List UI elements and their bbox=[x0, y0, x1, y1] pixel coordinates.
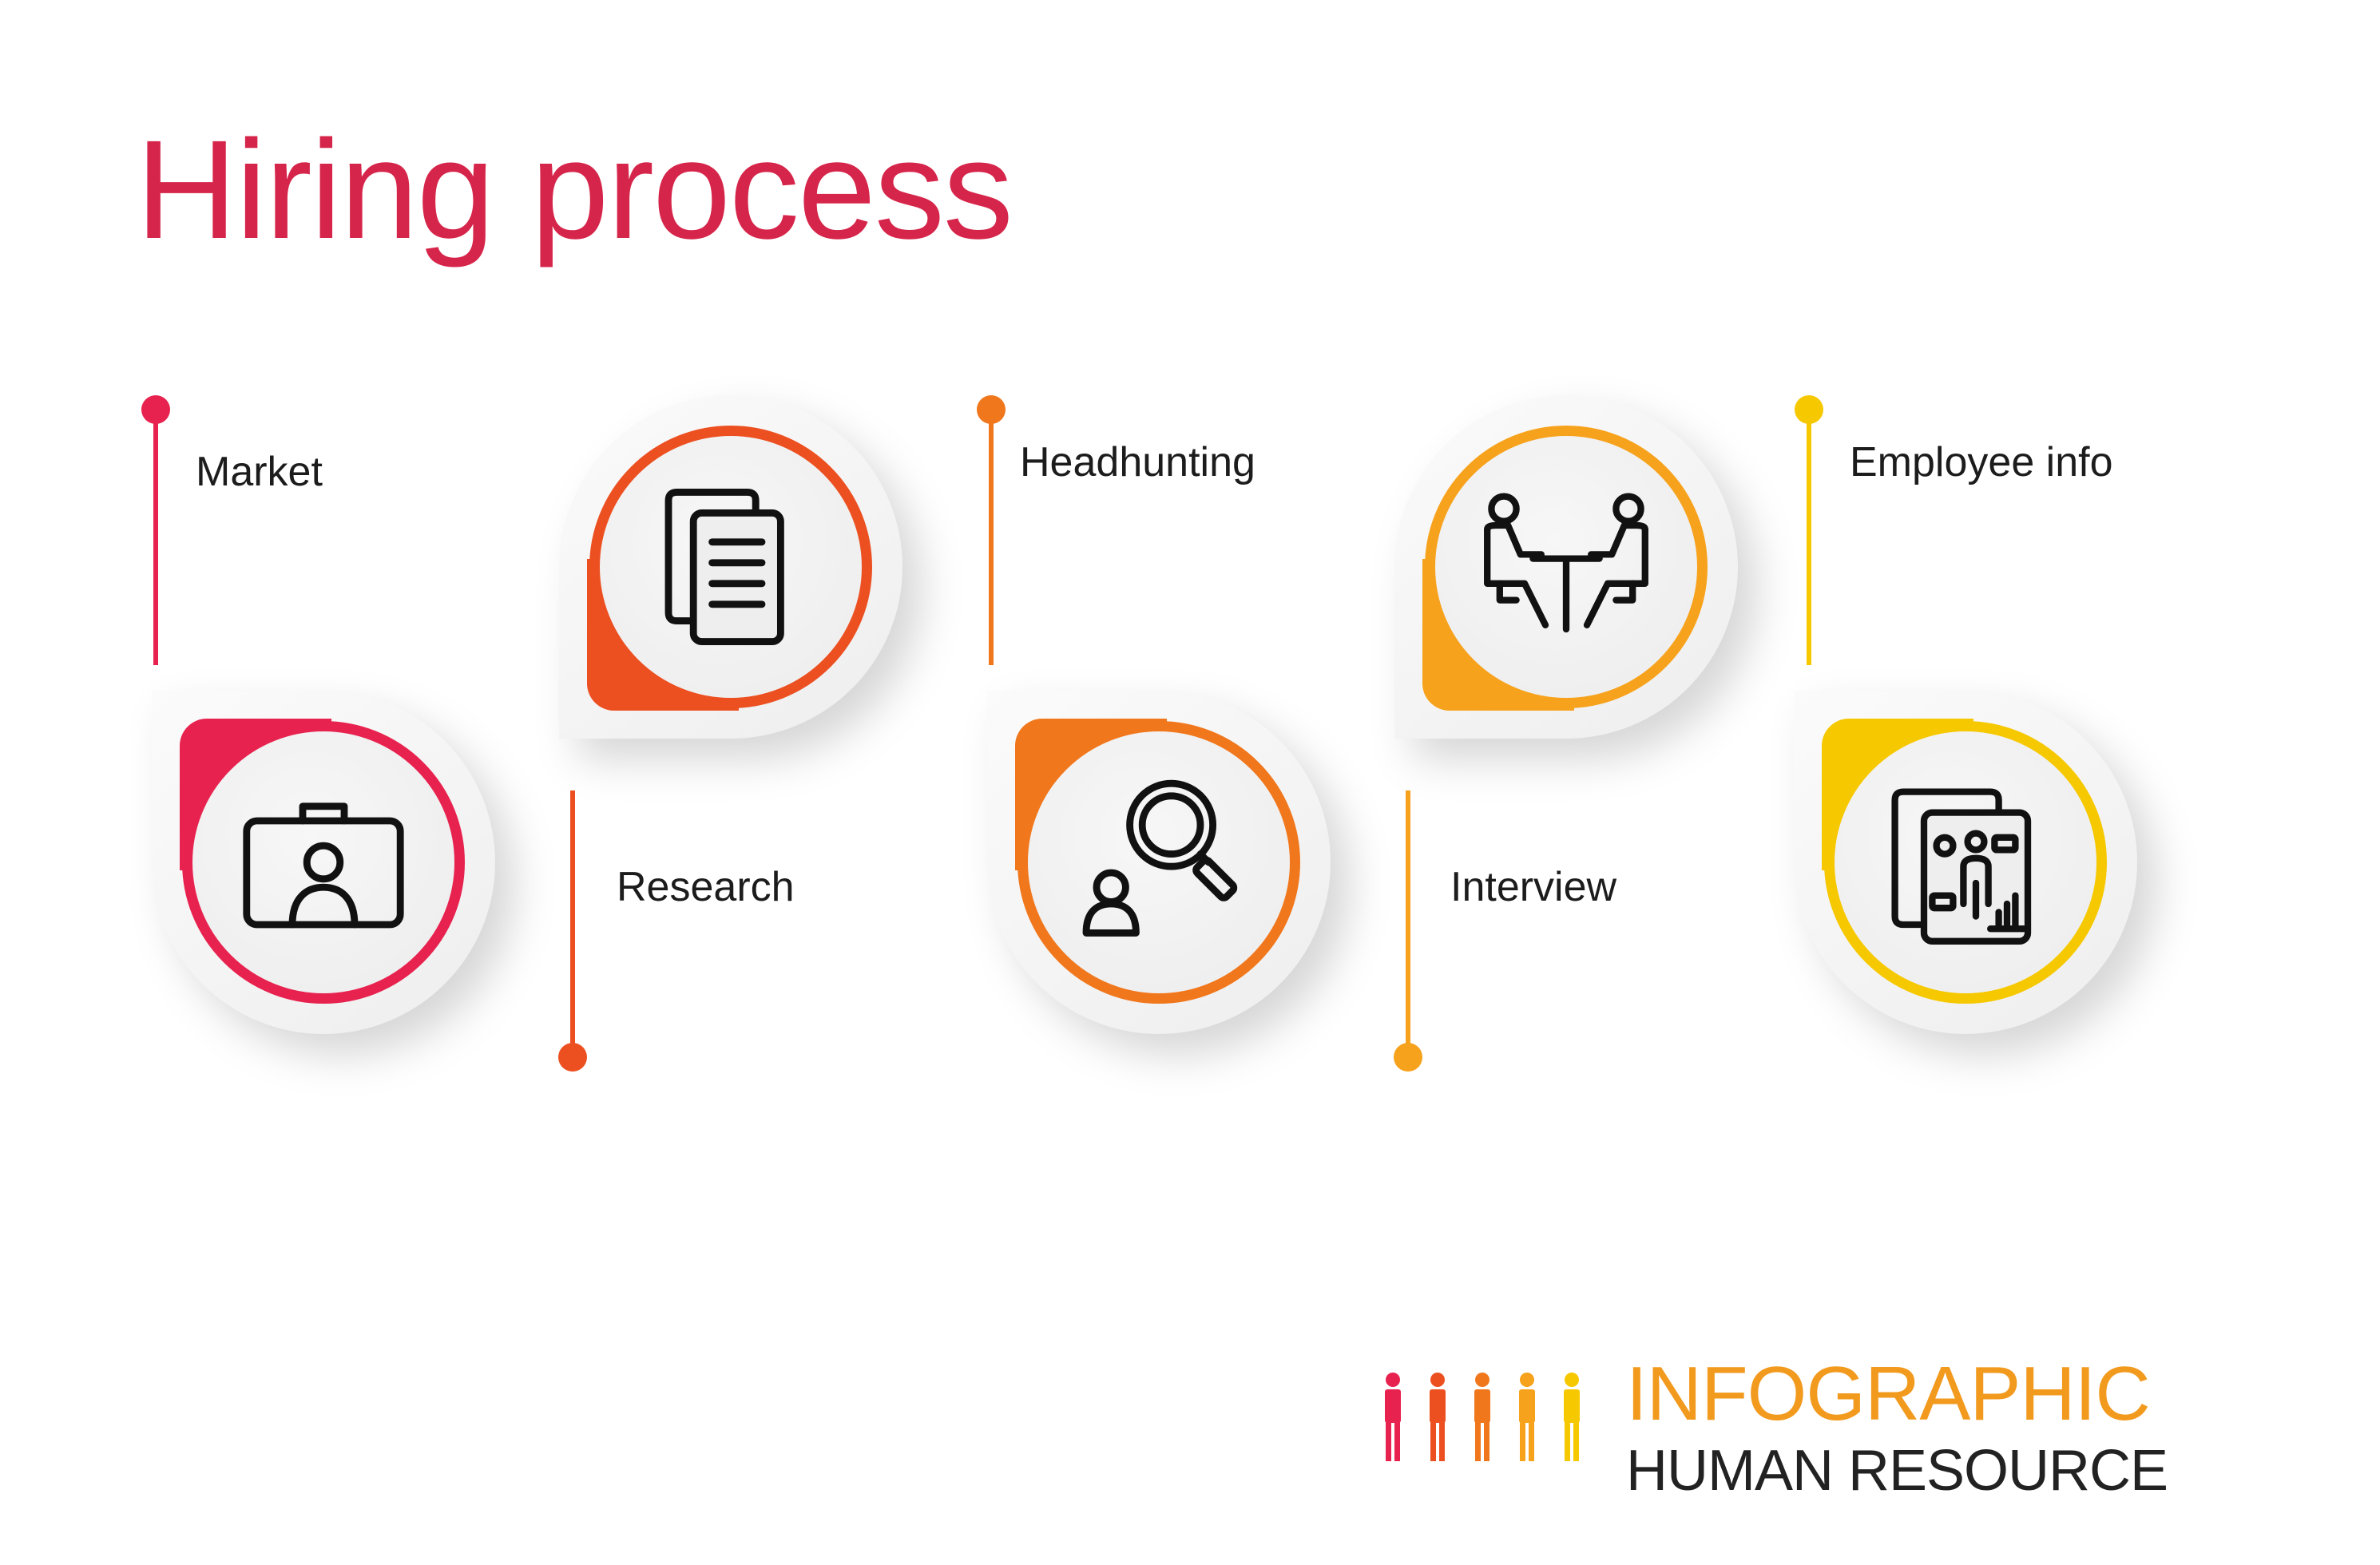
step-badge-interview bbox=[1394, 395, 1738, 739]
step-label-interview: Interview bbox=[1450, 864, 1617, 910]
meeting-table-icon bbox=[1484, 493, 1648, 633]
step-badge-headhunting bbox=[987, 691, 1331, 1034]
employee-profile-icon bbox=[1891, 788, 2032, 945]
search-person-icon bbox=[1082, 779, 1238, 937]
people-icon bbox=[1385, 1373, 1580, 1461]
id-card-icon bbox=[243, 802, 404, 929]
step-label-market: Market bbox=[196, 449, 323, 495]
step-label-headhunting: Headhunting bbox=[1020, 439, 1255, 485]
page-title: Hiring process bbox=[136, 112, 1013, 268]
step-badge-employee-info bbox=[1794, 691, 2137, 1034]
step-badge-research bbox=[559, 395, 902, 739]
step-badge-market bbox=[152, 691, 495, 1034]
step-label-research: Research bbox=[617, 864, 795, 910]
documents-icon bbox=[664, 488, 784, 646]
logo-title: INFOGRAPHIC bbox=[1626, 1351, 2151, 1436]
step-label-employee-info: Employee info bbox=[1850, 439, 2113, 485]
logo-subtitle: HUMAN RESOURCE bbox=[1626, 1439, 2168, 1503]
